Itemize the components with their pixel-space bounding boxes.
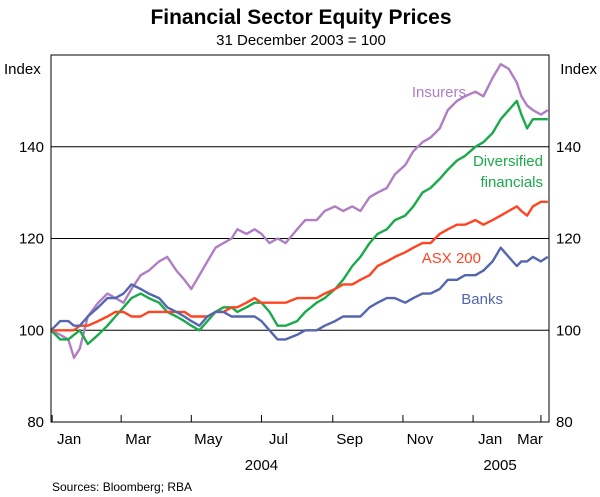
series-label-banks: Banks bbox=[461, 291, 503, 308]
x-tick-label: Jan bbox=[57, 431, 81, 448]
x-tick-label: Jan bbox=[478, 431, 502, 448]
x-tick-label: Sep bbox=[336, 431, 363, 448]
y-tick-label-left: 120 bbox=[19, 231, 44, 248]
series-line-insurers bbox=[50, 63, 549, 359]
chart-subtitle: 31 December 2003 = 100 bbox=[216, 32, 386, 49]
y-axis-label-right: Index bbox=[560, 61, 597, 78]
series-line-banks bbox=[50, 246, 549, 341]
y-tick-label-right: 120 bbox=[556, 231, 581, 248]
series-line-diversified-financials bbox=[50, 99, 548, 346]
y-axis-label-left: Index bbox=[4, 61, 41, 78]
series-label-insurers: Insurers bbox=[412, 84, 466, 101]
series-label-diversified-financials: financials bbox=[480, 174, 543, 191]
x-tick-label: Mar bbox=[517, 431, 543, 448]
axis-ticks: 80 80 100 100 120 120 140 140 Jan Mar May Jul Sep Nov… bbox=[19, 139, 581, 474]
series-lines bbox=[50, 63, 549, 359]
series-labels: Insurers Diversified financials ASX 200 Bank… bbox=[412, 84, 543, 308]
y-tick-label-right: 140 bbox=[556, 139, 581, 156]
chart-title: Financial Sector Equity Prices bbox=[150, 6, 451, 29]
x-tick-label: May bbox=[194, 431, 223, 448]
gridlines bbox=[51, 146, 549, 331]
x-tick-label: Jul bbox=[269, 431, 288, 448]
y-tick-label-left: 140 bbox=[19, 139, 44, 156]
x-year-label: 2004 bbox=[245, 457, 278, 474]
y-tick-label-right: 80 bbox=[556, 414, 573, 431]
x-tick-label: Nov bbox=[407, 431, 434, 448]
y-tick-label-left: 100 bbox=[19, 322, 44, 339]
y-tick-label-left: 80 bbox=[27, 414, 44, 431]
series-label-diversified-financials: Diversified bbox=[473, 153, 543, 170]
x-tick-label: Mar bbox=[125, 431, 151, 448]
y-tick-label-right: 100 bbox=[556, 322, 581, 339]
x-year-label: 2005 bbox=[483, 457, 516, 474]
source-note: Sources: Bloomberg; RBA bbox=[52, 480, 192, 494]
series-line-asx-200 bbox=[51, 200, 548, 332]
series-label-asx-200: ASX 200 bbox=[422, 250, 481, 267]
plot-frame bbox=[50, 54, 550, 423]
